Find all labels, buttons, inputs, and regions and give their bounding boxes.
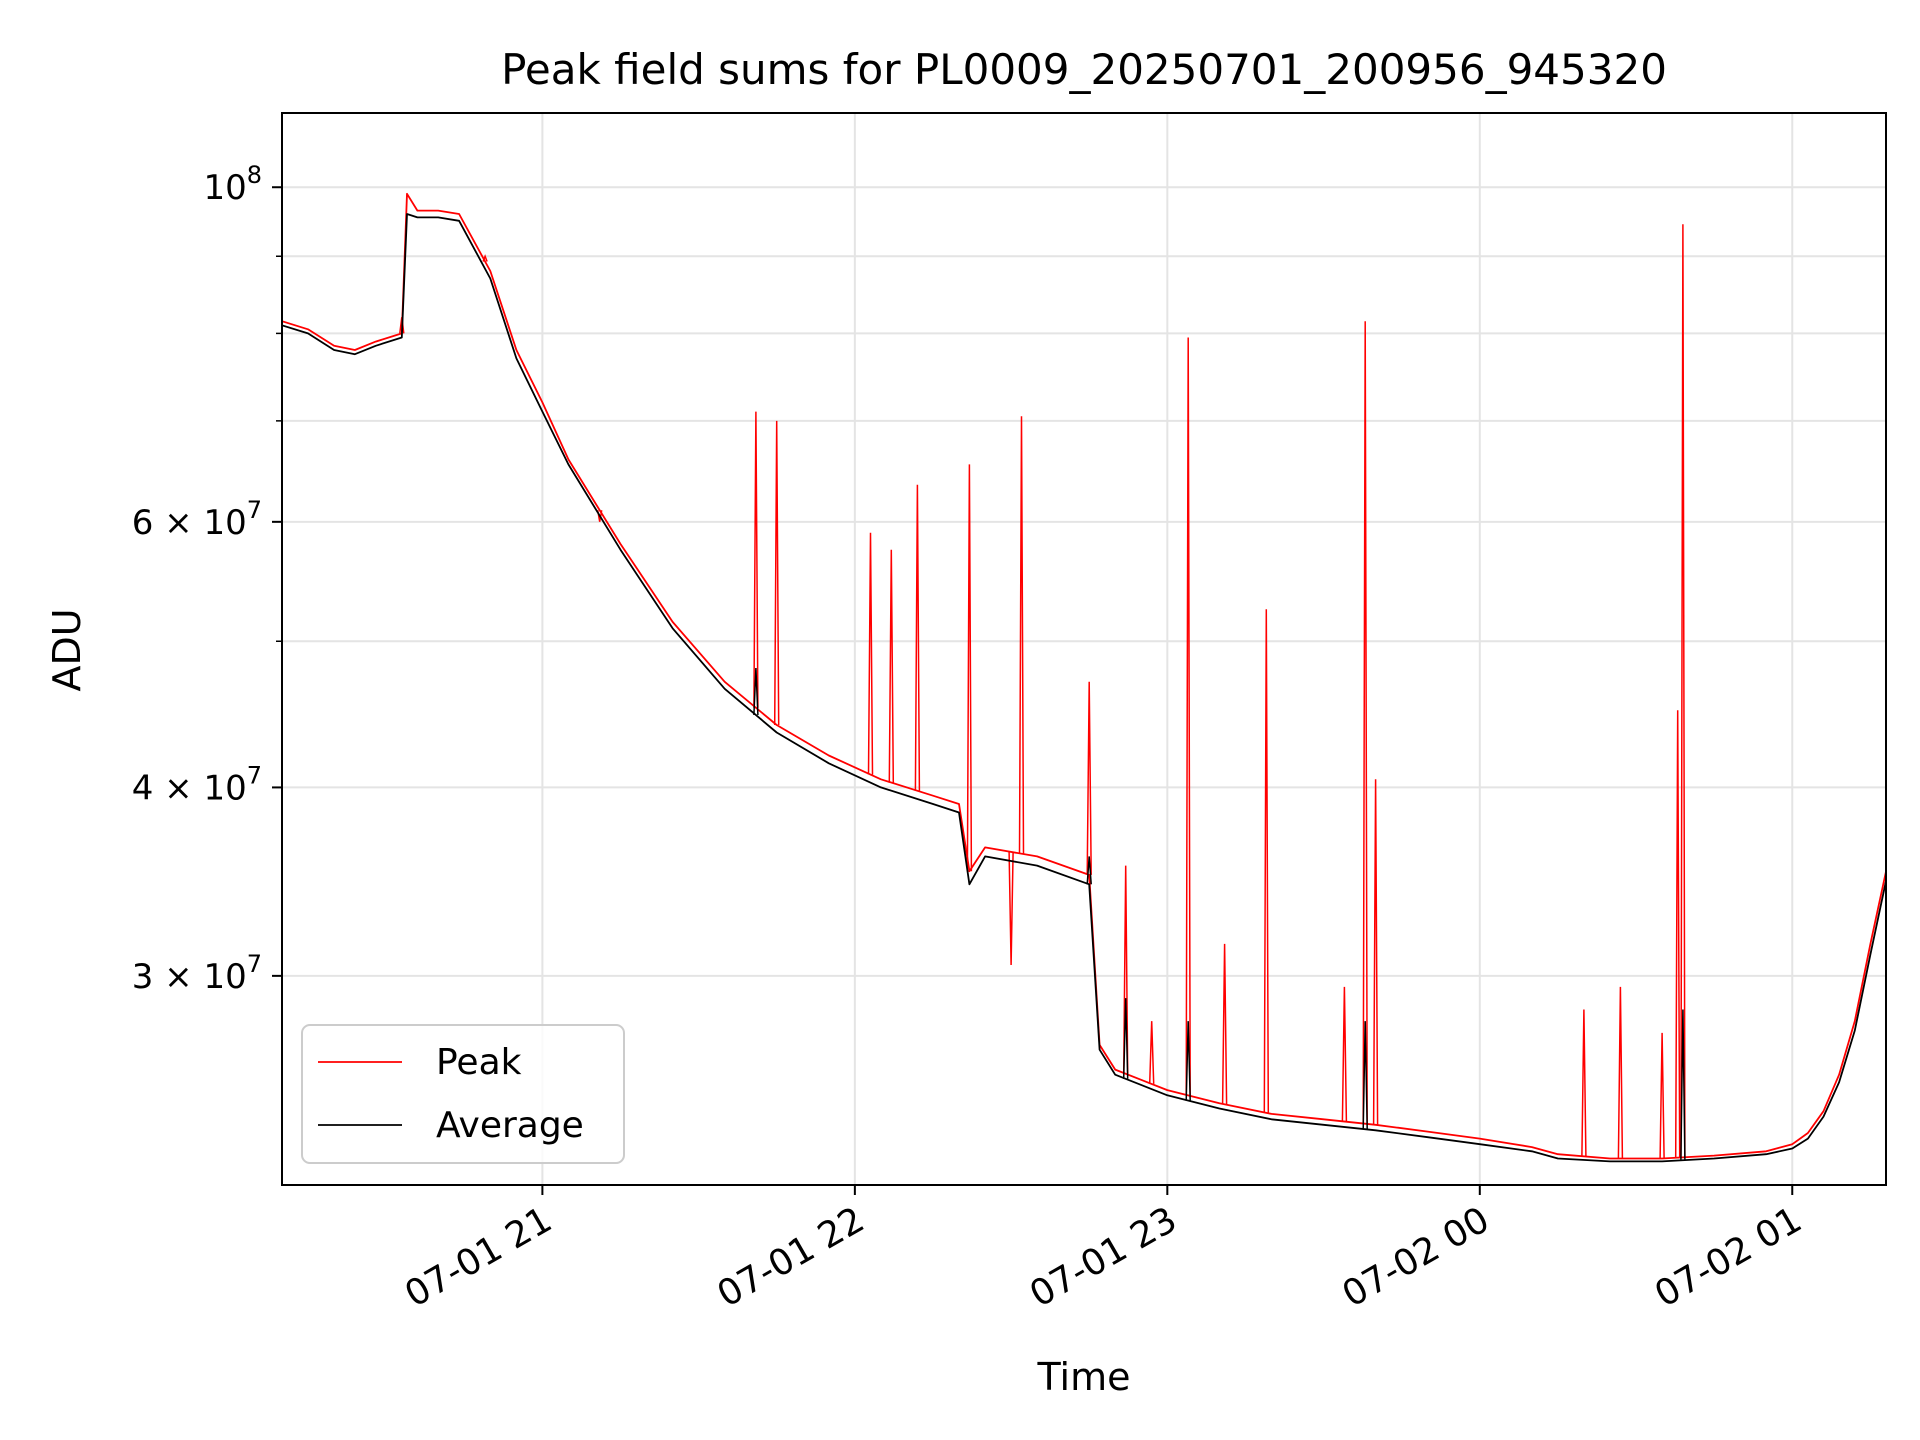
legend: Peak Average (301, 1024, 625, 1164)
peak-series-line (282, 192, 1886, 1160)
y-tick-label-base: 6 × 10 (132, 503, 247, 543)
y-tick-label: 3 × 107 (132, 950, 262, 997)
peak-spike (1018, 416, 1025, 854)
y-tick-label: 4 × 107 (132, 761, 262, 808)
average-spike (753, 667, 759, 716)
legend-label-peak: Peak (436, 1042, 522, 1083)
x-axis-label: Time (1037, 1355, 1131, 1399)
peak-spike (1674, 710, 1681, 1158)
average-spike (1122, 998, 1129, 1079)
peak-spike (1221, 943, 1228, 1105)
y-tick-label-base: 10 (203, 168, 246, 208)
plot-frame (281, 112, 1887, 1186)
peak-spike (888, 549, 895, 783)
peak-spike (1185, 337, 1191, 1096)
y-tick-label: 6 × 107 (132, 496, 262, 543)
peak-spike (482, 254, 488, 262)
peak-spike (1659, 1032, 1665, 1159)
peak-spike (1680, 224, 1686, 1158)
peak-spike (773, 420, 780, 726)
y-tick-label-base: 3 × 10 (132, 957, 247, 997)
average-series-line (282, 213, 1886, 1163)
y-tick-label-base: 4 × 10 (132, 768, 247, 808)
peak-spike (1086, 681, 1092, 875)
peak-spike (1372, 779, 1379, 1125)
peak-spike (914, 484, 921, 791)
average-spike (1680, 1009, 1686, 1161)
peak-spike (1362, 321, 1368, 1124)
peak-spike (1148, 1021, 1155, 1084)
average-spike (1362, 1021, 1368, 1130)
y-tick-label-exponent: 7 (247, 761, 262, 789)
series-layer (282, 192, 1886, 1163)
peak-spike (1122, 865, 1129, 1074)
peak-spike (1617, 986, 1624, 1159)
y-tick-label-exponent: 7 (247, 496, 262, 524)
peak-spike (1263, 609, 1270, 1113)
chart-title: Peak field sums for PL0009_20250701_2009… (501, 45, 1667, 94)
peak-spike (753, 411, 759, 708)
y-axis-label: ADU (45, 608, 89, 691)
grid (282, 113, 1886, 1185)
average-spike (1185, 1021, 1191, 1101)
peak-spike (1341, 986, 1348, 1122)
peak-spike (867, 532, 874, 775)
y-tick-label: 108 (203, 161, 262, 208)
y-tick-label-exponent: 7 (247, 950, 262, 978)
peak-spike (1581, 1009, 1587, 1157)
legend-label-average: Average (436, 1105, 584, 1146)
peak-spike (966, 464, 973, 872)
average-spike (1086, 856, 1092, 885)
y-tick-label-exponent: 8 (247, 161, 262, 189)
peak-spike (1008, 851, 1014, 966)
legend-box (301, 1024, 625, 1164)
